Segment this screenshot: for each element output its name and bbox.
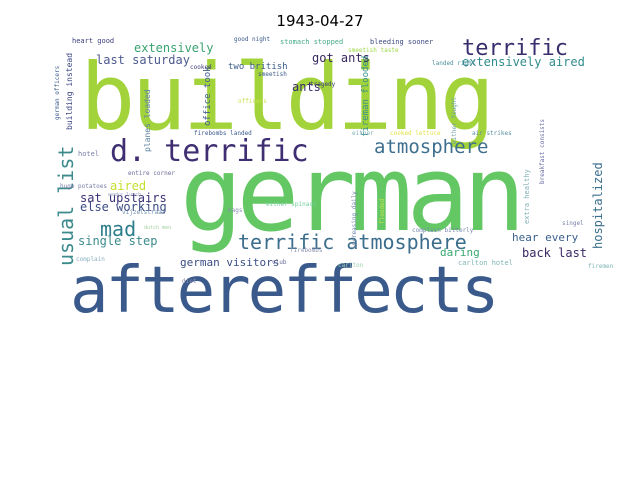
word-back-last: back last	[522, 246, 588, 260]
word-weeks-lunch: weeks lunch	[108, 192, 142, 198]
word-atmosphere: atmosphere	[374, 136, 489, 158]
word-terrific-atmosphere: terrific atmosphere	[238, 230, 467, 254]
word-diet: diet	[182, 278, 197, 285]
word-german-officers: german officers	[54, 65, 61, 120]
word-carlton-hotel: carlton hotel	[458, 259, 513, 267]
word-cloud: building german aftereffects d. terrific…	[52, 34, 613, 328]
word-bleeding-sooner: bleeding sooner	[370, 38, 434, 46]
word-aired: aired	[110, 179, 147, 193]
word-club: club	[272, 259, 287, 266]
word-german-visitors: german visitors	[180, 256, 280, 269]
word-bags: bags	[228, 207, 243, 214]
word-smeetish-taste: smeetish taste	[348, 47, 399, 54]
word-flooded: flooded	[379, 198, 386, 224]
chart-title: 1943-04-27	[276, 12, 364, 30]
word-dutch-men: dutch men	[144, 225, 172, 231]
word-firebombs-landed: firebombs landed	[194, 130, 252, 137]
word-building-instead: building instead	[65, 52, 74, 130]
word-hospitalized: hospitalized	[591, 162, 605, 249]
word-cooked: cooked	[190, 64, 212, 71]
word-two-british: two british	[228, 62, 288, 72]
word-extra-healthy: extra healthy	[523, 169, 531, 224]
word-good-night: good night	[234, 36, 271, 43]
word-building: building	[80, 44, 495, 151]
word-else-working: else working	[80, 200, 167, 214]
word-landed-right: landed right	[432, 60, 476, 67]
word-either-fought: either fought	[451, 97, 458, 144]
word-aftereffects: aftereffects	[70, 254, 499, 328]
word-firemen: firemen	[588, 263, 614, 270]
word-office-took: office took	[203, 66, 213, 126]
word-usual-list: usual list	[54, 145, 78, 266]
word-smeetish: smeetish	[258, 71, 287, 78]
word-ants: ants	[292, 80, 321, 94]
word-carlton: carlton	[338, 262, 364, 269]
word-stomach-stopped: stomach stopped	[280, 38, 344, 46]
word-d-terrific: d. terrific	[110, 134, 309, 169]
word-huge-potatoes: huge potatoes	[60, 183, 107, 190]
word-tragedy: tragedy	[310, 81, 336, 88]
word-mad: mad	[100, 217, 137, 241]
word-breakfast-consists: breakfast consists	[539, 118, 546, 184]
word-air-strikes: air strikes	[472, 130, 512, 137]
word-sat-upstairs: sat upstairs	[80, 191, 167, 205]
word-entire-corner: entire corner	[128, 170, 175, 177]
word-daring: daring	[440, 246, 480, 259]
word-complain-bitterly: complain bitterly	[412, 227, 474, 234]
word-cooked-lettuce: cooked lettuce	[390, 130, 441, 137]
word-firebombs: firebombs	[290, 247, 323, 254]
word-single-step: single step	[78, 234, 158, 248]
word-officers: officers	[238, 98, 267, 105]
word-extensively: extensively	[134, 41, 214, 55]
word-vijzelstraat: vijzelstraat	[122, 209, 166, 216]
word-extensively-aired: extensively aired	[462, 55, 585, 69]
word-got-ants: got ants	[312, 51, 370, 65]
word-hear-every: hear every	[512, 231, 579, 244]
word-fireman-flooded: fireman flooded	[361, 55, 371, 137]
word-hotel: hotel	[78, 150, 100, 158]
word-either-spinach: either spinach	[266, 201, 317, 208]
word-last-saturday: last saturday	[96, 53, 190, 67]
word-planes-loaded: planes loaded	[143, 89, 152, 152]
word-increasing-daily: increasing daily	[351, 191, 358, 249]
word-heart-good: heart good	[72, 37, 115, 45]
word-singel: singel	[562, 220, 584, 227]
word-complain: complain	[76, 256, 105, 263]
word-either: either	[352, 130, 374, 137]
word-terrific: terrific	[462, 36, 568, 61]
word-german: german	[180, 133, 526, 255]
